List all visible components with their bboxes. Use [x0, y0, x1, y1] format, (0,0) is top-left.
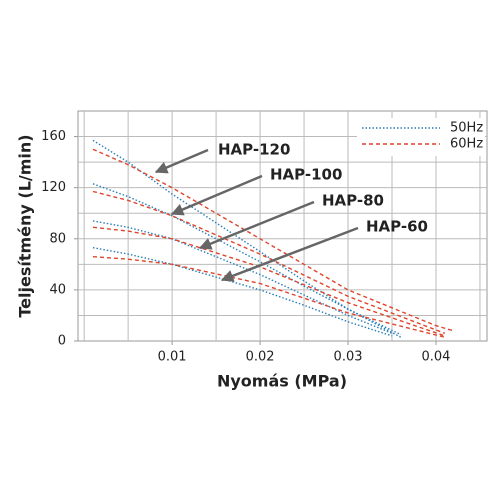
legend-label: 50Hz: [450, 121, 483, 136]
series-line: [92, 226, 446, 337]
legend-box: [357, 118, 485, 156]
series-line: [92, 247, 393, 337]
annotation: HAP-80: [322, 192, 384, 210]
x-tick-label: 0.01: [158, 350, 187, 365]
arrow: [198, 200, 315, 250]
y-tick-label: 120: [41, 180, 66, 195]
x-tick-label: 0.03: [334, 350, 363, 365]
annotation: HAP-100: [270, 166, 342, 184]
series-line: [92, 190, 446, 334]
annotation: HAP-120: [218, 141, 290, 159]
y-tick-label: 0: [58, 334, 66, 349]
annotation-arrows: [154, 148, 359, 282]
annotation: HAP-60: [366, 218, 428, 236]
x-tick-label: 0.02: [246, 350, 275, 365]
x-axis-label: Nyomás (MPa): [217, 372, 347, 391]
y-tick-label: 80: [49, 231, 66, 246]
arrow: [220, 226, 359, 282]
x-tick-label: 0.04: [422, 350, 451, 365]
y-axis-label: Teljesítmény (L/min): [16, 134, 35, 317]
series-line: [92, 256, 445, 338]
arrow: [170, 174, 263, 216]
y-tick-label: 40: [49, 282, 66, 297]
legend-label: 60Hz: [450, 137, 483, 152]
arrow: [154, 148, 209, 174]
series-line: [92, 148, 454, 332]
series-line: [92, 183, 402, 336]
y-tick-label: 160: [41, 129, 66, 144]
series-line: [92, 220, 393, 334]
